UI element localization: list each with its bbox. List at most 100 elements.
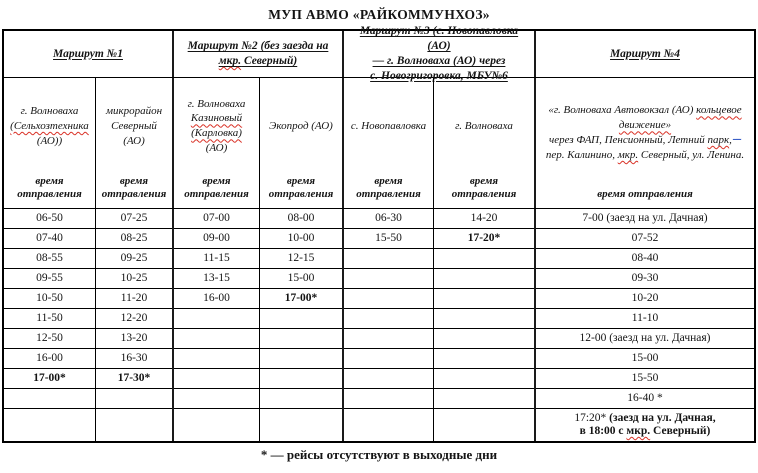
time-cell: 17:20* (заезд на ул. Дачная, в 18:00 с мк… [536,409,754,441]
time-text: 10-50 [36,291,63,304]
route-3-line2: — г. Волноваха (АО) через [372,55,506,67]
station-name: с. Новопавловка [344,78,433,175]
schedule-column-7: 7-00 (заезд на ул. Дачная) 07-52 08-40 09-3… [534,209,754,441]
time-cell: 08-40 [536,249,754,269]
time-cell [174,389,259,409]
time-cell [260,309,342,329]
schedule-column-3: 07-00 09-00 11-15 13-15 16-00 [172,209,259,441]
time-text: 11-10 [631,311,659,324]
time-text: 10-00 [287,231,315,244]
time-cell [344,409,433,441]
time-text: 12-00 (заезд на ул. Дачная) [579,331,711,344]
route-header-row: Маршрут №1 Маршрут №2 (без заезда на мкр… [4,25,754,82]
time-text: 10-20 [631,291,659,304]
time-cell [434,309,534,329]
route-2-label-part: Маршрут №2 (без заезда на [187,40,329,53]
schedule-column-1: 06-50 07-40 08-55 09-55 10-50 11-50 12-50 16-00… [4,209,95,441]
time-cell [260,369,342,389]
time-text: 12-20 [120,311,148,324]
route-2-label-misspelled: мкр. [218,55,242,67]
time-cell [434,349,534,369]
time-text: 09-55 [36,271,63,284]
time-cell [434,389,534,409]
time-text: в 18:00 с [579,425,627,437]
time-cell: 10-20 [536,289,754,309]
time-cell [174,369,259,389]
time-cell [434,329,534,349]
time-cell [4,389,95,409]
time-cell: 15-00 [536,349,754,369]
time-text: 06-50 [36,211,63,224]
time-text: 12-50 [36,331,63,344]
station-header-volnovakha-selkhoztekhnika: г. Волноваха (Сельхозтехника (АО)) время… [4,78,95,208]
time-text: 16-00 [36,351,63,364]
time-cell [344,369,433,389]
route-4-desc-misspelled: парк [707,134,730,147]
time-cell: 12-00 (заезд на ул. Дачная) [536,329,754,349]
route-4-header: Маршрут №4 [534,31,754,77]
time-cell: 07-52 [536,229,754,249]
time-cell: 15-00 [260,269,342,289]
time-cell: 17-00* [260,289,342,309]
time-cell: 11-50 [4,309,95,329]
station-header-volnovakha: г. Волноваха время отправления [433,78,534,208]
time-text: 08-00 [287,211,315,224]
time-cell [96,389,172,409]
time-cell: 16-30 [96,349,172,369]
time-text: 17-20* [467,231,501,244]
time-cell [260,349,342,369]
time-cell: 17-00* [4,369,95,389]
departure-time-label: время отправления [268,174,334,201]
route-4-desc-part: пер. Калинино, [545,148,618,161]
station-header-mkr-severny: микрорайон Северный (АО) время отправлен… [95,78,172,208]
time-cell: 16-40 * [536,389,754,409]
station-header-row: г. Волноваха (Сельхозтехника (АО)) время… [4,78,754,209]
time-text: 08-25 [120,231,148,244]
route-4-label: Маршрут №4 [610,47,680,60]
station-header-volnovakha-kazinovy: г. Волноваха Казиновый (Карловка) (АО) в… [172,78,259,208]
time-text: 09-25 [120,251,148,264]
time-cell [260,389,342,409]
time-cell: 09-55 [4,269,95,289]
departure-time-label: время отправления [597,188,693,201]
station-line: микрорайон [105,104,163,117]
time-cell: 14-20 [434,209,534,229]
station-name: г. Волноваха [434,78,534,175]
time-text: 15-00 [631,351,659,364]
time-cell [344,349,433,369]
time-text: 06-30 [375,211,402,224]
station-line: Экопрод (АО) [269,119,333,132]
departure-time-label: время отправления [451,174,517,201]
route-4-desc-misspelled: кольцевое движение» [618,104,742,132]
time-cell: 7-00 (заезд на ул. Дачная) [536,209,754,229]
time-cell: 12-20 [96,309,172,329]
time-cell: 08-00 [260,209,342,229]
time-text: 13-20 [120,331,148,344]
departure-time-label: время отправления [184,174,249,201]
time-text: 09-00 [203,231,230,244]
time-cell: 11-15 [174,249,259,269]
route-3-line3: с. Новогригоровка, МБУ№6 [370,69,508,82]
route-4-desc-part: , [729,134,732,147]
time-cell [344,269,433,289]
time-cell [344,309,433,329]
time-text: 08-55 [36,251,63,264]
time-text: 11-50 [36,311,63,324]
time-cell: 07-25 [96,209,172,229]
time-cell: 11-10 [536,309,754,329]
route-3-label: Маршрут №3 (с. Новопавловка (АО) — г. Вол… [348,24,530,84]
time-cell: 13-15 [174,269,259,289]
time-cell [434,409,534,441]
route-2-label-part: Северный) [241,55,298,67]
route-4-desc-misspelled: мкр. [617,148,639,161]
station-line: (АО) [205,142,228,155]
time-text: Северный) [650,425,711,437]
station-line: (АО) [123,134,145,147]
time-cell: 15-50 [344,229,433,249]
schedule-column-6: 14-20 17-20* [433,209,534,441]
time-cell [434,249,534,269]
station-line: с. Новопавловка [350,119,427,132]
time-cell [434,289,534,309]
station-line-misspelled: (Сельхозтехника [10,119,89,132]
